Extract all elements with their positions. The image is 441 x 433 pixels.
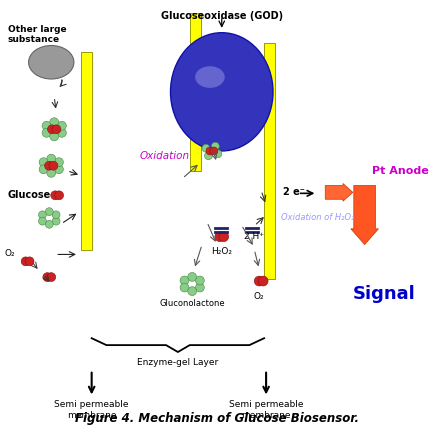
Text: Enzyme-gel Layer: Enzyme-gel Layer: [137, 358, 219, 367]
Circle shape: [39, 158, 48, 167]
Text: H₂O₂: H₂O₂: [211, 246, 232, 255]
Circle shape: [42, 129, 51, 137]
Circle shape: [57, 129, 66, 137]
Text: Gluconolactone: Gluconolactone: [159, 299, 225, 308]
Circle shape: [45, 220, 53, 228]
FancyArrow shape: [351, 185, 378, 245]
Circle shape: [254, 276, 264, 286]
Circle shape: [52, 217, 60, 225]
Circle shape: [57, 121, 66, 130]
Circle shape: [195, 276, 204, 285]
Text: Other large
substance: Other large substance: [8, 25, 67, 44]
Circle shape: [52, 125, 61, 134]
Circle shape: [219, 232, 228, 242]
Circle shape: [55, 158, 64, 167]
Circle shape: [42, 121, 51, 130]
Circle shape: [47, 154, 56, 163]
Circle shape: [55, 191, 64, 200]
FancyArrow shape: [325, 184, 353, 201]
Ellipse shape: [171, 33, 273, 151]
Ellipse shape: [29, 45, 74, 79]
Circle shape: [38, 211, 46, 219]
Text: Pt Anode: Pt Anode: [372, 166, 428, 176]
Circle shape: [55, 165, 64, 174]
Text: Semi permeable
membrane: Semi permeable membrane: [229, 400, 303, 420]
Ellipse shape: [195, 66, 225, 88]
Circle shape: [51, 191, 60, 200]
Bar: [81, 52, 92, 249]
Circle shape: [45, 162, 53, 170]
Circle shape: [25, 257, 34, 266]
Circle shape: [180, 283, 189, 292]
Circle shape: [214, 150, 222, 158]
Circle shape: [210, 147, 218, 155]
Circle shape: [48, 125, 56, 134]
Text: 2 H⁺: 2 H⁺: [244, 232, 264, 241]
Text: Semi permeable
membrane: Semi permeable membrane: [54, 400, 129, 420]
Circle shape: [180, 276, 189, 285]
Circle shape: [258, 276, 268, 286]
Text: O₂: O₂: [254, 292, 265, 301]
Circle shape: [45, 208, 53, 216]
Text: Glucoseoxidase (GOD): Glucoseoxidase (GOD): [161, 11, 283, 21]
Text: Oxidation: Oxidation: [140, 151, 190, 161]
Bar: [264, 42, 275, 279]
Circle shape: [215, 232, 225, 242]
Text: Figure 4. Mechanism of Glucose Biosensor.: Figure 4. Mechanism of Glucose Biosensor…: [75, 412, 359, 425]
Circle shape: [39, 165, 48, 174]
Text: Oxidation of H₂O₂: Oxidation of H₂O₂: [281, 213, 355, 223]
Bar: [190, 13, 201, 171]
Circle shape: [21, 257, 30, 266]
Circle shape: [43, 273, 52, 281]
Circle shape: [38, 217, 46, 225]
Circle shape: [195, 283, 204, 292]
Circle shape: [47, 168, 56, 177]
Text: O₂: O₂: [5, 249, 15, 258]
Circle shape: [206, 147, 214, 155]
Circle shape: [188, 272, 197, 281]
Circle shape: [52, 211, 60, 219]
Circle shape: [205, 152, 213, 160]
Circle shape: [211, 142, 219, 150]
Text: 2 e⁻: 2 e⁻: [283, 187, 305, 197]
Text: Glucose: Glucose: [8, 191, 51, 200]
Circle shape: [202, 144, 210, 152]
Circle shape: [50, 132, 59, 141]
Circle shape: [188, 287, 197, 296]
Circle shape: [49, 162, 58, 170]
Circle shape: [47, 273, 56, 281]
Text: Signal: Signal: [353, 285, 416, 303]
Circle shape: [50, 118, 59, 126]
